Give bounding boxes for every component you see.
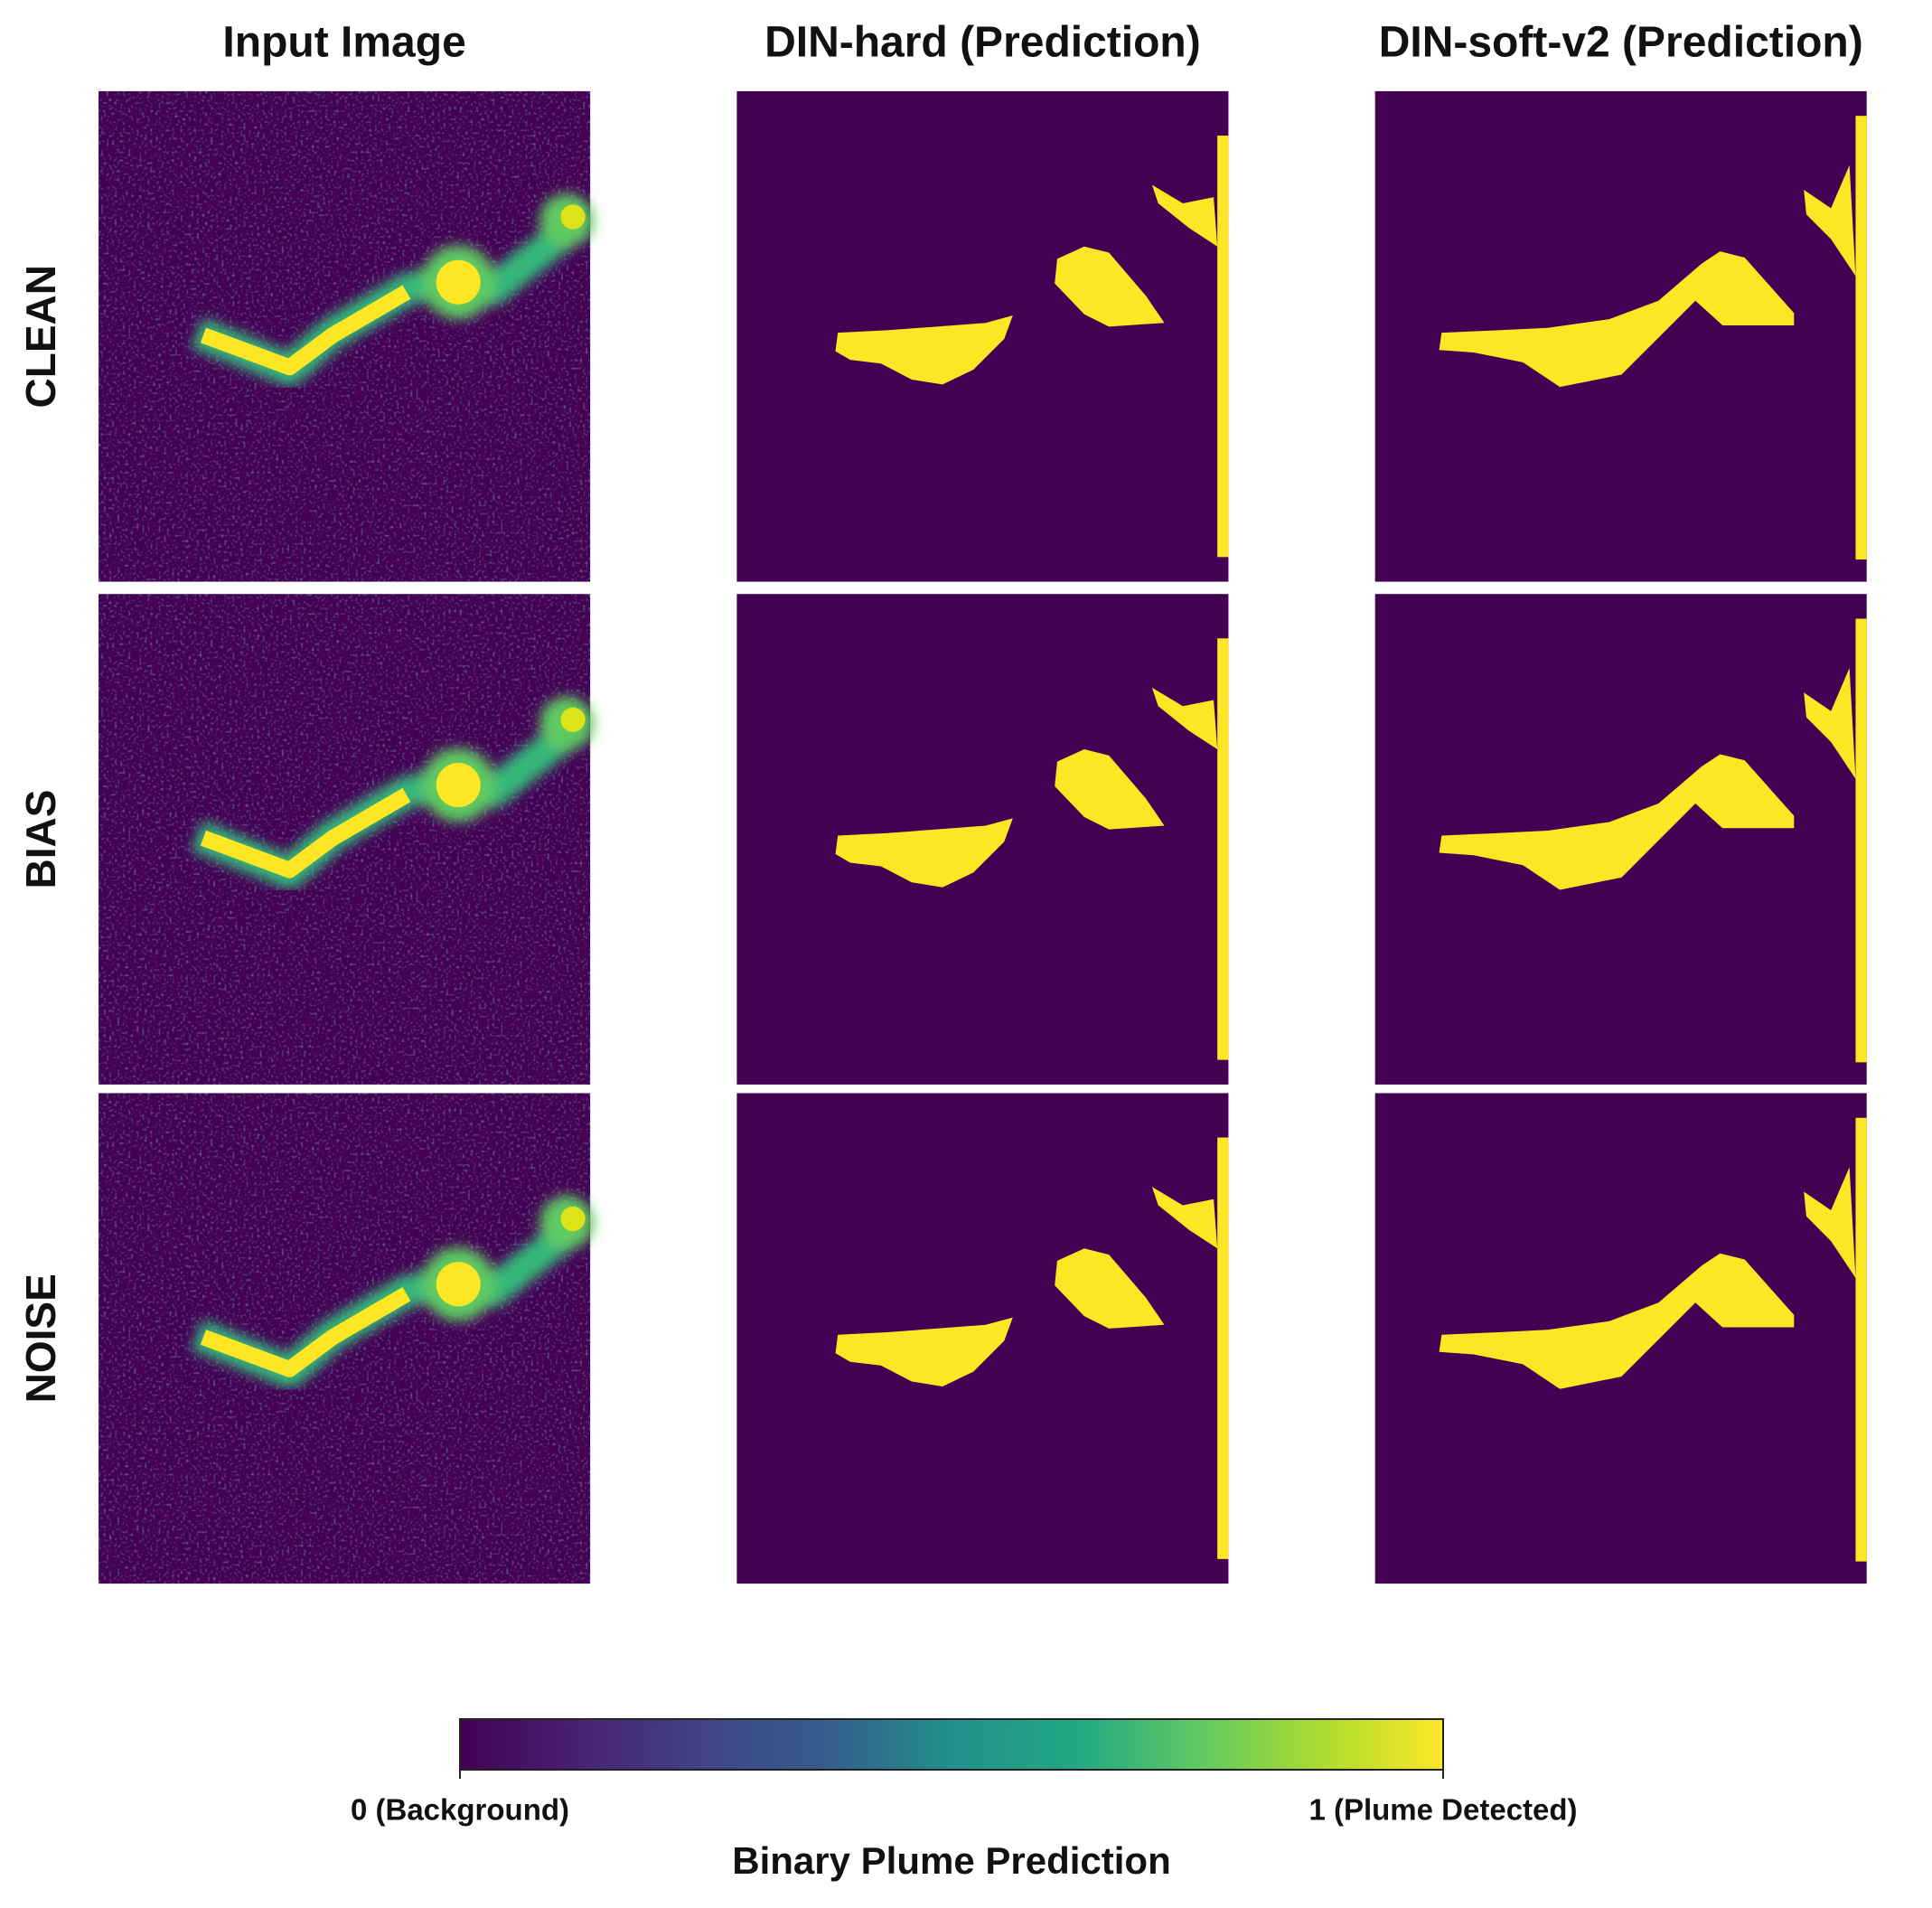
- image-panel: [98, 1093, 594, 1584]
- colorbar-tick-label: 1 (Plume Detected): [1308, 1793, 1577, 1827]
- row-label: CLEAN: [17, 265, 64, 408]
- column-title: Input Image: [222, 19, 465, 67]
- image-panel: [1374, 90, 1867, 582]
- column-title: DIN-hard (Prediction): [764, 19, 1201, 67]
- image-panel: [98, 594, 594, 1085]
- column-title: DIN-soft-v2 (Prediction): [1379, 19, 1863, 67]
- image-panel: [1374, 1093, 1867, 1584]
- image-panel: [736, 1093, 1229, 1584]
- colorbar-tick-label: 0 (Background): [351, 1793, 569, 1827]
- image-panel: [736, 594, 1229, 1085]
- row-label: BIAS: [17, 790, 64, 889]
- colorbar: [459, 1718, 1444, 1771]
- image-panel: [736, 90, 1229, 582]
- colorbar-label: Binary Plume Prediction: [732, 1839, 1170, 1882]
- image-panel: [1374, 594, 1867, 1085]
- row-label: NOISE: [17, 1274, 64, 1403]
- image-panel: [98, 91, 594, 582]
